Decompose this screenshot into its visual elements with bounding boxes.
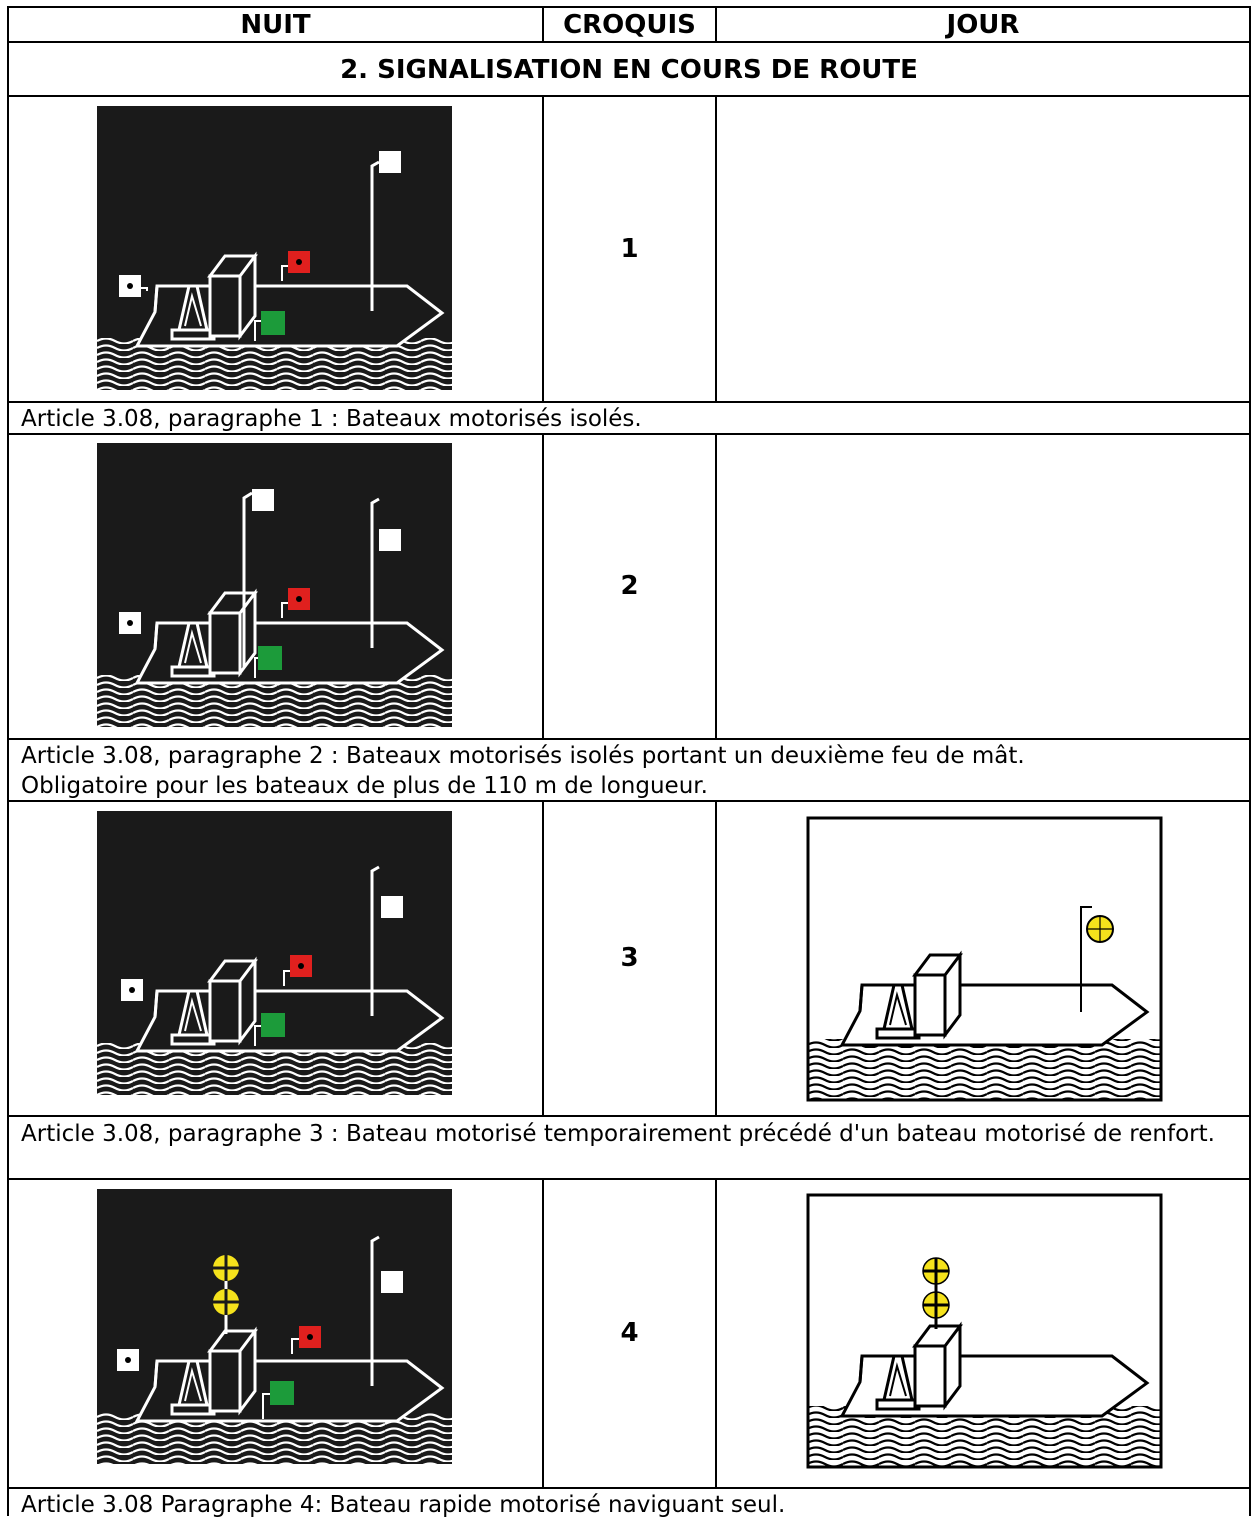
caption: Article 3.08, paragraphe 1 : Bateaux mot… xyxy=(21,406,642,432)
column-header: NUIT xyxy=(240,10,311,40)
caption: Article 3.08, paragraphe 2 : Bateaux mot… xyxy=(21,743,1025,769)
column-header: CROQUIS xyxy=(563,10,696,40)
day-illustration xyxy=(806,1193,1163,1469)
night-illustration xyxy=(97,1189,452,1464)
caption: Article 3.08 Paragraphe 4: Bateau rapide… xyxy=(21,1492,786,1518)
night-illustration xyxy=(97,106,452,390)
grid xyxy=(7,6,1251,1516)
section-title: 2. SIGNALISATION EN COURS DE ROUTE xyxy=(340,55,918,85)
day-illustration xyxy=(806,816,1163,1102)
caption: Article 3.08, paragraphe 3 : Bateau moto… xyxy=(21,1121,1215,1147)
caption: Obligatoire pour les bateaux de plus de … xyxy=(21,773,708,799)
night-illustration xyxy=(97,443,452,727)
column-header: JOUR xyxy=(946,10,1020,40)
sketch-number: 1 xyxy=(620,234,639,264)
sketch-number: 2 xyxy=(620,571,639,601)
sketch-number: 4 xyxy=(620,1318,639,1348)
sketch-number: 3 xyxy=(620,943,639,973)
night-illustration xyxy=(97,811,452,1095)
